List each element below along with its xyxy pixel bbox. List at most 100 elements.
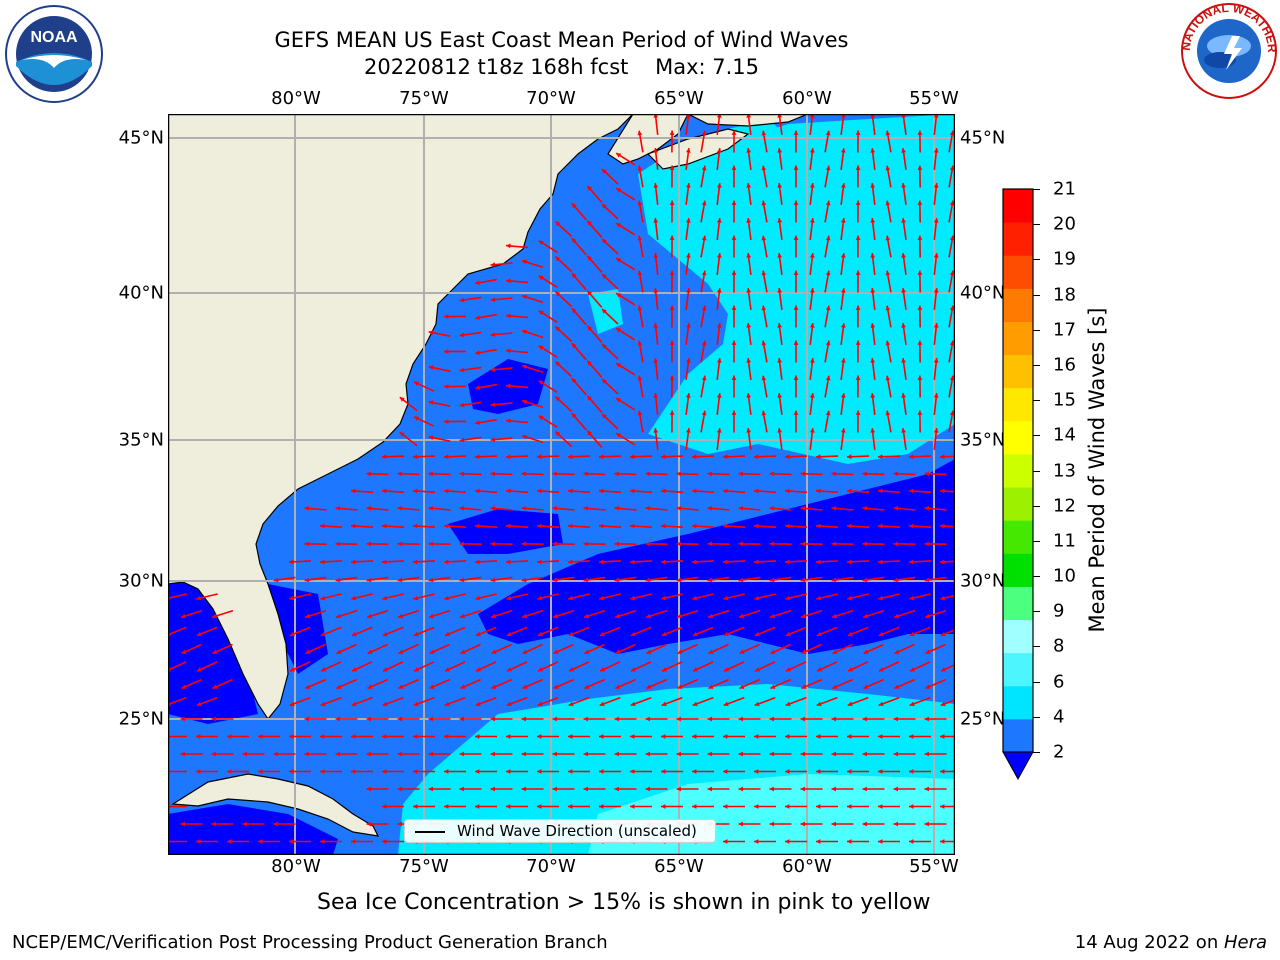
wind-wave-arrowhead: [669, 305, 675, 310]
wind-wave-arrowhead: [522, 364, 527, 370]
wind-wave-arrowhead: [746, 323, 752, 328]
wind-wave-arrowhead: [847, 701, 853, 707]
wind-wave-arrowhead: [825, 200, 831, 206]
colorbar-tick-mark: [1033, 540, 1040, 542]
wind-wave-arrowhead: [645, 786, 650, 792]
wind-wave-arrowhead: [777, 253, 783, 258]
wind-wave-arrowhead: [949, 410, 955, 416]
lon-label-bottom: 65°W: [654, 856, 704, 877]
wind-wave-arrowhead: [731, 375, 737, 380]
wind-wave-arrowhead: [459, 506, 465, 511]
wind-wave-arrowhead: [746, 358, 752, 363]
wind-wave-arrowhead: [662, 667, 667, 672]
wind-wave-arrowhead: [800, 577, 806, 583]
colorbar: [1002, 188, 1034, 781]
wind-wave-arrowhead: [366, 716, 371, 722]
land-north-america: [168, 114, 634, 721]
wind-wave-arrowhead: [602, 344, 607, 349]
wind-wave-arrowhead: [870, 183, 876, 188]
colorbar-segment: [1003, 619, 1033, 654]
colorbar-segment: [1003, 189, 1033, 223]
wind-wave-arrowhead: [723, 454, 728, 460]
wind-wave-arrowhead: [831, 716, 836, 722]
colorbar-tick-mark: [1033, 400, 1040, 402]
wind-wave-arrowhead: [630, 454, 635, 460]
wind-wave-arrowhead: [490, 541, 495, 547]
wind-wave-arrowhead: [754, 595, 760, 601]
wind-wave-arrowhead: [816, 631, 822, 637]
wind-wave-arrowhead: [569, 667, 574, 672]
wind-wave-arrowhead: [459, 402, 465, 408]
wind-wave-arrowhead: [227, 769, 232, 774]
wind-wave-arrowhead: [793, 375, 799, 380]
colorbar-segment: [1003, 520, 1033, 554]
wind-wave-arrowhead: [855, 305, 861, 310]
wind-wave-arrowhead: [841, 183, 846, 188]
colorbar-tick-label: 6: [1053, 671, 1065, 693]
wind-wave-arrowhead: [940, 559, 945, 565]
wind-wave-arrowhead: [196, 734, 201, 739]
wind-wave-arrowhead: [444, 488, 449, 494]
colorbar-tick-mark: [1033, 752, 1040, 753]
wind-wave-arrowhead: [878, 734, 883, 739]
wind-wave-arrowhead: [731, 165, 737, 170]
wind-wave-arrowhead: [475, 454, 480, 460]
wind-wave-arrowhead: [555, 326, 561, 332]
wind-wave-arrowhead: [599, 559, 604, 565]
wind-wave-arrowhead: [568, 734, 573, 739]
wind-wave-arrowhead: [949, 200, 955, 206]
wind-wave-arrowhead: [397, 541, 402, 547]
ocean-below-2-gulf: [168, 579, 258, 724]
wind-wave-arrowhead: [754, 769, 759, 774]
wind-wave-arrowhead: [537, 559, 542, 565]
wind-wave-arrowhead: [583, 577, 589, 583]
colorbar-tick-mark: [1033, 189, 1040, 190]
colorbar-tick-mark: [1033, 470, 1040, 472]
wind-wave-arrowhead: [522, 684, 528, 689]
wind-wave-arrowhead: [893, 541, 898, 547]
wind-wave-arrowhead: [847, 523, 852, 529]
wind-wave-arrowhead: [571, 238, 577, 244]
svg-text:NOAA: NOAA: [30, 29, 78, 46]
wind-wave-arrowhead: [475, 523, 480, 529]
wind-wave-arrowhead: [555, 221, 561, 227]
wind-wave-arrowhead: [701, 305, 707, 311]
wind-wave-arrowhead: [669, 200, 675, 205]
wind-wave-arrowhead: [631, 667, 636, 672]
wind-wave-arrowhead: [933, 253, 939, 258]
lon-label-top: 55°W: [909, 88, 959, 109]
wind-wave-arrowhead: [879, 667, 884, 672]
wind-wave-arrowhead: [723, 559, 728, 565]
wind-wave-arrowhead: [475, 280, 480, 285]
wind-wave-arrowhead: [800, 821, 805, 827]
wind-wave-arrowhead: [273, 821, 278, 827]
colorbar-tick-mark: [1033, 364, 1040, 366]
wind-wave-arrowhead: [825, 375, 831, 381]
wind-wave-arrowhead: [614, 751, 619, 757]
run-date-text: 14 Aug 2022 on: [1074, 932, 1224, 953]
wind-wave-arrowhead: [584, 649, 590, 654]
noaa-logo: NOAA: [5, 5, 103, 103]
wind-wave-arrowhead: [933, 358, 939, 363]
wind-wave-arrowhead: [777, 358, 783, 363]
wind-wave-arrowhead: [723, 804, 728, 809]
wind-wave-arrowhead: [587, 255, 592, 261]
wind-wave-arrowhead: [793, 235, 799, 240]
wind-wave-arrowhead: [769, 821, 774, 827]
lon-label-bottom: 60°W: [782, 856, 832, 877]
wind-wave-arrowhead: [933, 148, 939, 153]
lon-label-top: 60°W: [782, 88, 832, 109]
colorbar-tick-label: 11: [1053, 530, 1076, 552]
chart-title: GEFS MEAN US East Coast Mean Period of W…: [274, 28, 849, 52]
wind-wave-arrowhead: [522, 649, 528, 654]
wind-wave-arrowhead: [522, 434, 527, 440]
wind-wave-arrowhead: [885, 165, 891, 171]
wind-wave-arrowhead: [227, 734, 232, 739]
wind-wave-arrowhead: [746, 288, 752, 293]
wind-wave-arrowhead: [587, 325, 592, 331]
wind-wave-arrowhead: [568, 804, 573, 809]
wind-wave-arrowhead: [351, 734, 356, 739]
wind-wave-arrowhead: [382, 559, 387, 565]
wind-wave-arrowhead: [475, 595, 481, 601]
wind-wave-arrowhead: [761, 200, 767, 206]
